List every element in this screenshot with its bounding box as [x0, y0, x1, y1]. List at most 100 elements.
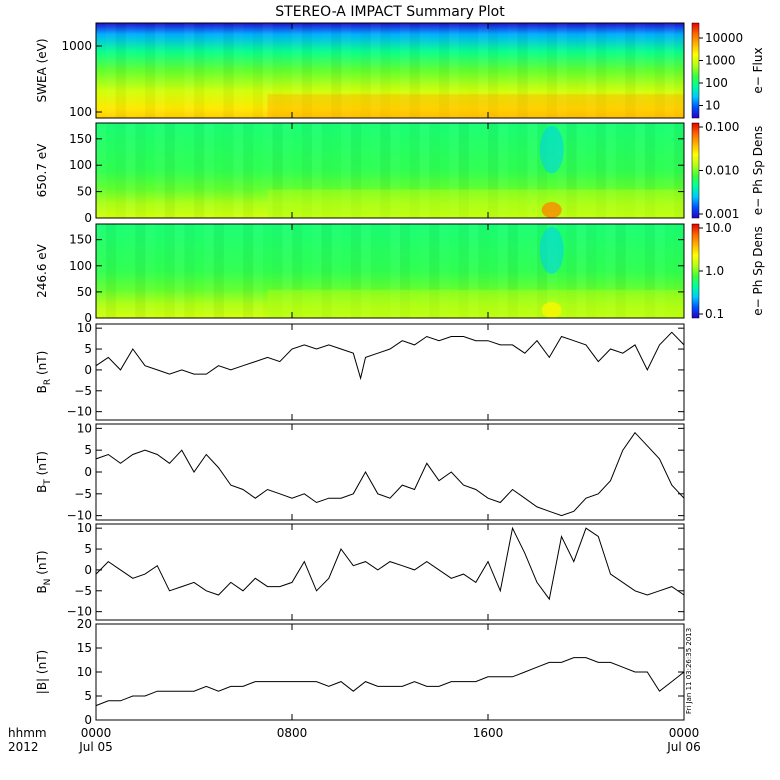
time-tick-label: 0800: [277, 726, 308, 740]
y-tick-label: 5: [84, 689, 92, 703]
panel-1-colorbar: 0.100 0.010 0.001 e− Ph Sp Dens: [691, 120, 765, 221]
panel-1-ylabel: 650.7 eV: [35, 143, 49, 198]
heatmap-field: [96, 23, 684, 118]
colorbar-tick-label: 100: [705, 76, 728, 90]
heatmap-stripe: [223, 224, 233, 318]
colorbar-tick-label: 1.0: [705, 264, 724, 278]
panel-5-series-line: [95, 526, 685, 601]
panel-1: 650.7 eV 0.100 0.010 0.001 e− Ph Sp Dens: [35, 120, 765, 221]
time-tick-label: 0000: [81, 726, 112, 740]
heatmap-stripe: [145, 224, 155, 318]
heatmap-stripe: [223, 123, 233, 218]
time-tick-label: 1600: [473, 726, 504, 740]
heatmap-stripe: [165, 123, 175, 218]
heatmap-stripe: [204, 23, 214, 118]
heatmap-depletion: [539, 226, 564, 274]
panel-4-series-line: [95, 431, 685, 517]
panel-frame: [95, 122, 685, 219]
heatmap-stripe: [96, 224, 106, 318]
heatmap-stripe: [116, 23, 126, 118]
panel-frame: [95, 22, 685, 119]
y-tick-label: 50: [77, 285, 92, 299]
heatmap-stripe: [174, 123, 184, 218]
y-tick-label: 5: [84, 342, 92, 356]
heatmap-stripe: [233, 123, 243, 218]
colorbar-tick-label: 0.010: [705, 164, 739, 178]
heatmap-stripe: [135, 123, 145, 218]
y-tick-label: 5: [84, 542, 92, 556]
heatmap-peak: [541, 302, 562, 318]
heatmap-stripe: [174, 23, 184, 118]
panel-5-yticks: 10 5 0 −5 −10: [67, 521, 684, 619]
panel-3-ylabel: BR (nT): [35, 351, 53, 394]
y-tick-label: 0: [84, 311, 92, 325]
heatmap-stripe: [184, 123, 194, 218]
panel-0-colorbar: 10000 1000 100 10 e− Flux: [691, 22, 765, 119]
heatmap-field: [96, 123, 684, 218]
panel-frame: [95, 223, 685, 319]
heatmap-depletion: [539, 125, 564, 174]
colorbar-tick-label: 0.1: [705, 307, 724, 321]
colorbar-strip: [691, 122, 700, 219]
y-tick-label: 150: [69, 132, 92, 146]
panel-6: |B| (nT): [35, 623, 685, 721]
panel-2-yticks: 150 100 50 0: [69, 233, 684, 325]
heatmap-enhancement: [267, 189, 684, 218]
heatmap-stripe: [184, 23, 194, 118]
colorbar-tick-label: 10: [705, 99, 720, 113]
time-axis-row1-label: hhmm: [8, 726, 47, 740]
heatmap-stripe: [155, 123, 165, 218]
colorbar-strip: [691, 22, 700, 119]
heatmap-stripe: [125, 224, 135, 318]
y-tick-label: 15: [77, 641, 92, 655]
heatmap-stripe: [253, 23, 263, 118]
panel-6-series-line: [95, 657, 685, 707]
heatmap-stripe: [243, 23, 253, 118]
panel-2-colorbar: 10.0 1.0 0.1 e− Ph Sp Dens: [691, 221, 765, 321]
colorbar-label: e− Ph Sp Dens: [751, 126, 765, 215]
y-tick-label: −5: [74, 584, 92, 598]
plot-title: STEREO-A IMPACT Summary Plot: [275, 4, 505, 20]
colorbar-tick-label: 0.001: [705, 207, 739, 221]
panel-1-yticks: 150 100 50 0: [69, 132, 684, 225]
heatmap-stripe: [194, 224, 204, 318]
colorbar-tick-label: 10.0: [705, 221, 732, 235]
heatmap-stripe: [194, 23, 204, 118]
y-tick-label: 0: [84, 211, 92, 225]
heatmap-stripe: [184, 224, 194, 318]
heatmap-stripe: [204, 123, 214, 218]
heatmap-stripe: [233, 23, 243, 118]
y-tick-label: 1000: [61, 39, 92, 53]
heatmap-stripe: [194, 123, 204, 218]
panel-0-yticks: 1000 100: [61, 39, 102, 119]
panel-2: 246.6 eV 10.0 1.0 0.1 e− Ph Sp Dens: [35, 221, 765, 321]
y-tick-label: 10: [77, 665, 92, 679]
y-tick-label: −10: [67, 605, 92, 619]
panel-0-ylabel: SWEA (eV): [35, 38, 49, 102]
panel-6-yticks: 20 15 10 5 0: [77, 617, 684, 727]
colorbar-label: e− Flux: [751, 47, 765, 93]
y-tick-label: 150: [69, 233, 92, 247]
y-tick-label: −10: [67, 405, 92, 419]
panel-4: BT (nT): [35, 423, 685, 521]
heatmap-stripe: [165, 23, 175, 118]
y-tick-label: 0: [84, 563, 92, 577]
heatmap-stripe: [125, 123, 135, 218]
y-tick-label: 10: [77, 421, 92, 435]
heatmap-stripe: [233, 224, 243, 318]
y-tick-label: 20: [77, 617, 92, 631]
panel-6-ylabel: |B| (nT): [35, 650, 49, 694]
colorbar-tick-label: 1000: [705, 54, 736, 68]
colorbar-tick-label: 0.100: [705, 120, 739, 134]
heatmap-stripe: [165, 224, 175, 318]
colorbar-label: e− Ph Sp Dens: [751, 226, 765, 315]
y-tick-label: 10: [77, 521, 92, 535]
heatmap-enhancement: [267, 94, 684, 118]
panel-frame: [95, 623, 685, 721]
y-tick-label: 100: [69, 259, 92, 273]
heatmap-stripe: [243, 224, 253, 318]
heatmap-stripe: [155, 23, 165, 118]
